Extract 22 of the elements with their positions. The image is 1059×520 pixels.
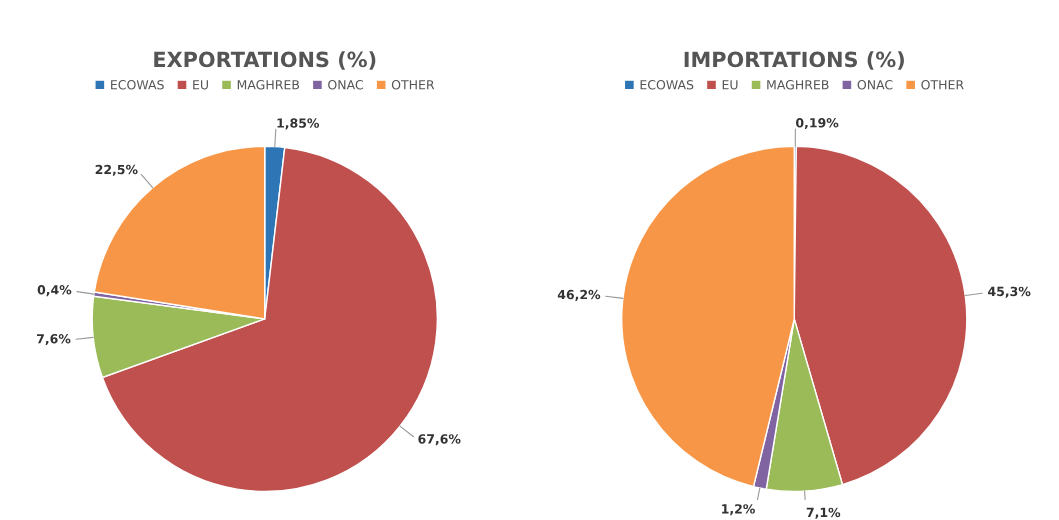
data-label: 7,6%: [37, 333, 71, 346]
legend-label: MAGHREB: [237, 80, 300, 90]
data-label: 0,19%: [796, 118, 839, 130]
legend-label: ECOWAS: [640, 80, 694, 90]
data-label: 22,5%: [95, 164, 138, 176]
data-label: 7,1%: [806, 507, 841, 519]
data-label: 0,4%: [37, 285, 72, 297]
legend-label: ECOWAS: [111, 80, 164, 90]
data-label: 67,6%: [418, 434, 461, 446]
legend-label: MAGHREB: [767, 80, 829, 90]
legend-label: OTHER: [921, 80, 964, 90]
legend-label: OTHER: [391, 80, 435, 90]
legend-label: EU: [722, 80, 738, 90]
chart-title: IMPORTATIONS (%): [684, 51, 904, 70]
legend-label: ONAC: [328, 80, 363, 90]
data-label: 45,3%: [988, 286, 1031, 298]
data-label: 46,2%: [557, 289, 601, 301]
data-label: 1,85%: [277, 118, 320, 130]
chart-title: EXPORTATIONS (%): [154, 51, 376, 70]
legend-label: ONAC: [857, 80, 893, 90]
data-label: 1,2%: [722, 504, 755, 516]
legend-label: EU: [193, 80, 208, 90]
